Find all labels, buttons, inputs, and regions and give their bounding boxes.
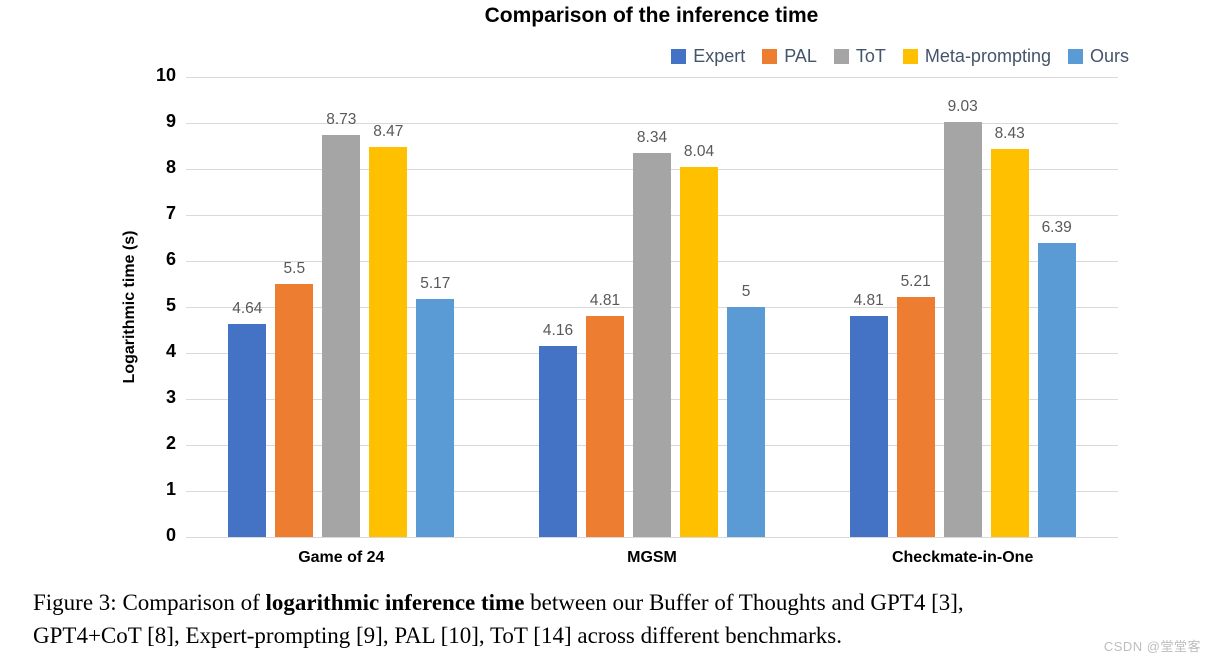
bar-value-label: 5 [741,283,751,300]
chart-title: Comparison of the inference time [484,4,819,27]
bar [586,315,624,537]
bar [680,167,718,537]
caption-text: Figure 3: Comparison of [33,590,266,615]
y-tick-label: 9 [165,111,176,131]
bar [369,147,408,537]
y-tick-label: 7 [165,203,176,223]
bar [1037,243,1076,537]
bar [990,149,1029,537]
bar-value-label: 5.21 [900,273,931,291]
watermark: CSDN @堂堂客 [1103,639,1201,654]
legend-label: PAL [784,46,817,66]
x-category-label: Checkmate-in-One [891,549,1034,566]
bar [275,284,314,537]
legend-item: ToT [833,46,886,67]
bar [416,299,455,537]
legend-item: Ours [1067,46,1129,67]
bar [943,121,982,537]
legend-item: PAL [762,46,817,67]
legend-label: Meta-prompting [924,46,1051,66]
legend-item: Meta-prompting [902,46,1051,67]
y-tick-label: 10 [155,65,176,85]
bar-value-label: 8.34 [636,129,668,147]
gridline [186,536,1118,538]
y-tick-label: 5 [165,295,176,315]
bar-value-label: 4.81 [589,291,621,309]
legend-label: ToT [855,46,886,66]
legend-item: Expert [671,46,745,67]
y-tick-label: 3 [165,387,176,407]
gridline [186,122,1118,124]
bar-value-label: 8.04 [683,143,715,161]
bar-value-label: 5.17 [420,275,451,293]
x-category-label: Game of 24 [298,549,385,566]
caption-bold-text: logarithmic inference time [265,590,525,615]
caption-line-1: Figure 3: Comparison of logarithmic infe… [33,586,1193,619]
figure-caption: Figure 3: Comparison of logarithmic infe… [33,586,1193,652]
bar-value-label: 8.43 [994,125,1025,143]
bar [322,135,361,537]
legend-swatch [671,49,687,64]
bar [633,153,671,537]
bar-value-label: 5.5 [283,260,306,277]
bar [228,323,267,537]
legend-swatch [762,49,778,64]
bar-value-label: 4.64 [232,299,263,317]
legend-label: Expert [693,46,746,66]
y-tick-label: 2 [165,433,176,453]
bar [727,307,765,537]
bar-value-label: 4.16 [542,321,574,339]
bar-value-label: 4.81 [853,291,884,309]
bar-value-label: 8.73 [326,111,357,129]
y-tick-label: 0 [165,525,176,545]
legend-swatch [902,49,918,64]
bar [896,297,935,537]
bar-value-label: 8.47 [373,123,404,141]
x-category-label: MGSM [627,549,677,566]
legend-label: Ours [1089,46,1129,66]
bar [849,315,888,537]
legend-swatch [833,49,849,64]
legend-swatch [1067,49,1083,64]
caption-line-2: GPT4+CoT [8], Expert-prompting [9], PAL … [33,623,842,648]
y-tick-label: 6 [165,249,176,269]
gridline [186,76,1118,78]
y-tick-label: 4 [165,341,176,361]
bar-value-label: 6.39 [1041,219,1072,237]
legend: Expert PAL ToT Meta-prompting Ours [671,46,1129,67]
caption-text: between our Buffer of Thoughts and GPT4 … [524,590,964,615]
y-tick-label: 1 [165,479,176,499]
y-tick-label: 8 [165,157,176,177]
bar-value-label: 9.03 [947,97,978,115]
bar [539,345,577,537]
